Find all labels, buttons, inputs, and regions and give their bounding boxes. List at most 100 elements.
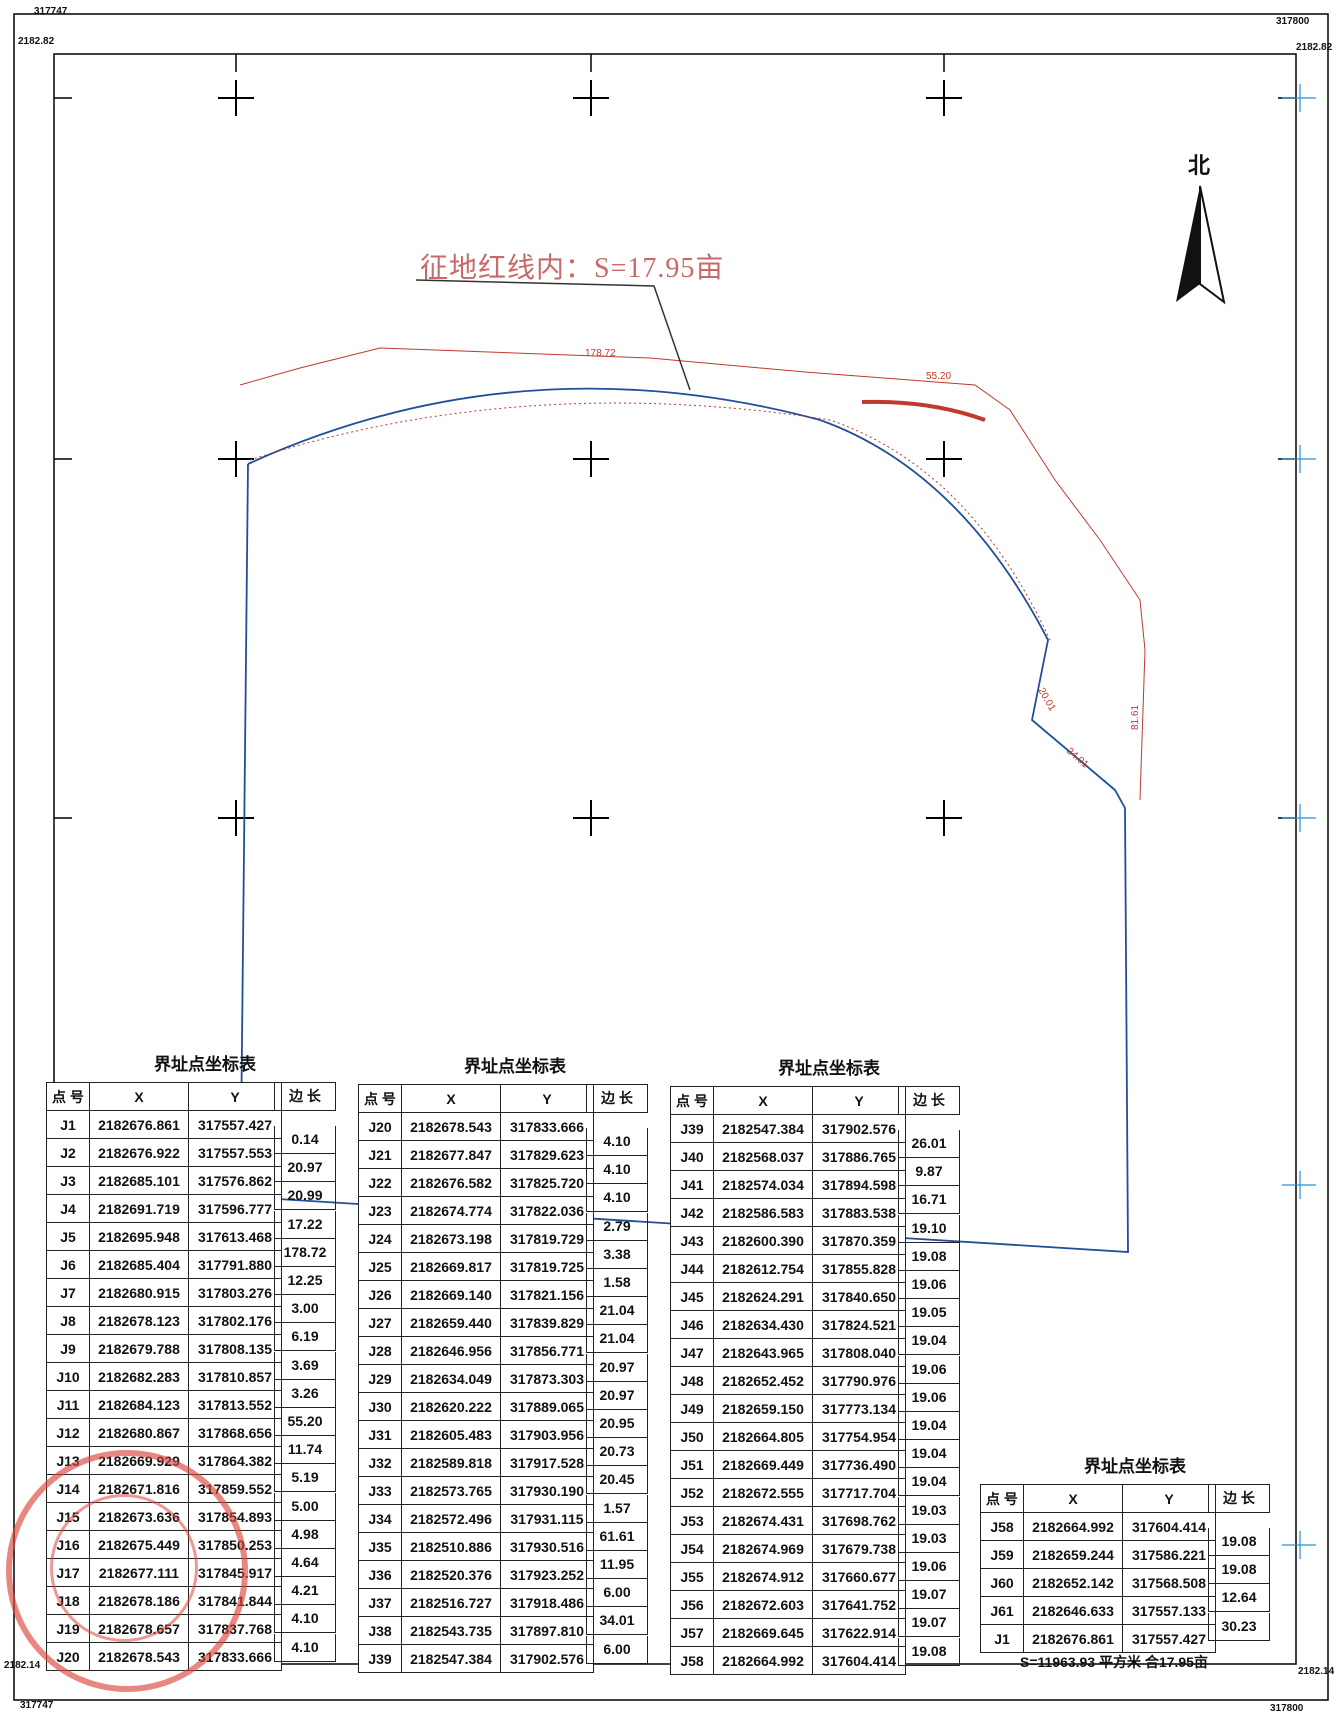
edge-length-cell: 19.03 [898,1524,960,1553]
edge-length-cell: 19.08 [1208,1528,1270,1556]
table-cell: 317641.752 [812,1590,906,1619]
table-row: J57 2182669.645 317622.914 [670,1618,906,1647]
table-cell: 317557.133 [1122,1596,1216,1625]
table-row: J9 2182679.788 317808.135 [46,1334,282,1363]
table-cell: J22 [358,1168,402,1197]
table-cell: J58 [670,1646,714,1675]
outer-frame [13,13,1329,1701]
table-cell: 317557.427 [1122,1624,1216,1653]
corner-tl-x: 2182.82 [18,36,55,47]
table-row: J29 2182634.049 317873.303 [358,1364,594,1393]
edge-length-cell: 19.07 [898,1609,960,1638]
table-row: J40 2182568.037 317886.765 [670,1142,906,1171]
edge-length-cell: 17.22 [274,1210,336,1239]
table-cell: 317660.677 [812,1562,906,1591]
table-cell: 2182634.049 [401,1364,501,1393]
table-cell: J7 [46,1278,90,1307]
edge-length-cell: 20.97 [586,1353,648,1382]
table-row: J1 2182676.861 317557.427 [980,1624,1216,1653]
edge-length-cell: 4.64 [274,1549,336,1577]
table-row: J44 2182612.754 317855.828 [670,1254,906,1283]
table-row: J58 2182664.992 317604.414 [670,1646,906,1675]
table-cell: 2182547.384 [401,1644,501,1673]
table-cell: 2182646.633 [1023,1596,1123,1625]
table-cell: 2182586.583 [713,1198,813,1227]
table-cell: 317808.040 [812,1338,906,1367]
table-cell: 317754.954 [812,1422,906,1451]
edge-length-cell: 12.64 [1208,1584,1270,1613]
table-row: J33 2182573.765 317930.190 [358,1476,594,1505]
table-header: 点 号 [670,1086,714,1115]
table-cell: 2182678.123 [89,1306,189,1335]
table-cell: J3 [46,1166,90,1195]
table-cell: 317864.382 [188,1446,282,1475]
grid-ticks [54,54,1296,819]
edge-length-cell: 3.69 [274,1351,336,1380]
table-row: J25 2182669.817 317819.725 [358,1252,594,1281]
table-cell: 317819.725 [500,1252,594,1281]
table-cell: 317698.762 [812,1506,906,1535]
table-row: J45 2182624.291 317840.650 [670,1282,906,1311]
table-cell: 317821.156 [500,1280,594,1309]
table-cell: 2182605.483 [401,1420,501,1449]
table-row: J46 2182634.430 317824.521 [670,1310,906,1339]
edge-length-cell: 5.19 [274,1464,336,1493]
table-header: X [1023,1484,1123,1513]
table-cell: 2182574.034 [713,1170,813,1199]
table-row: J48 2182652.452 317790.976 [670,1366,906,1395]
edge-length-cell: 3.00 [274,1295,336,1324]
table1-title: 界址点坐标表 [154,1055,256,1074]
edge-length-cell: 19.06 [898,1271,960,1299]
table-cell: 2182643.965 [713,1338,813,1367]
table-cell: 2182678.543 [401,1112,501,1141]
edge-length-cell: 12.25 [274,1267,336,1295]
table-cell: 2182664.992 [1023,1512,1123,1541]
table-cell: J58 [980,1512,1024,1541]
table-cell: J44 [670,1254,714,1283]
table-cell: 2182685.101 [89,1166,189,1195]
table-row: J61 2182646.633 317557.133 [980,1596,1216,1625]
table-cell: 317930.516 [500,1532,594,1561]
table-cell: 317856.771 [500,1336,594,1365]
table-row: J27 2182659.440 317839.829 [358,1308,594,1337]
table-cell: 317825.720 [500,1168,594,1197]
table-cell: J52 [670,1478,714,1507]
table-cell: J29 [358,1364,402,1393]
edge-length-cell: 9.87 [898,1158,960,1187]
edge-length-cell: 4.10 [586,1156,648,1185]
table-header: 点 号 [358,1084,402,1113]
table-cell: 317613.468 [188,1222,282,1251]
table-row: J59 2182659.244 317586.221 [980,1540,1216,1569]
table-cell: 2182674.431 [713,1506,813,1535]
edge-length-cell: 19.03 [898,1496,960,1525]
table-header: Y [812,1086,906,1115]
table-cell: J6 [46,1250,90,1279]
callout-leader [415,279,691,391]
table-row: J5 2182695.948 317613.468 [46,1222,282,1251]
table-row: J23 2182674.774 317822.036 [358,1196,594,1225]
table-cell: 2182674.774 [401,1196,501,1225]
table-row: J30 2182620.222 317889.065 [358,1392,594,1421]
edge-length-cell: 21.04 [586,1325,648,1354]
table-cell: 2182652.452 [713,1366,813,1395]
table-cell: 317917.528 [500,1448,594,1477]
edge-length-header: 边 长 [898,1086,960,1115]
table-cell: 317868.656 [188,1418,282,1447]
table-cell: 317829.623 [500,1140,594,1169]
table4-title: 界址点坐标表 [1084,1457,1186,1476]
table-cell: 317822.036 [500,1196,594,1225]
table-cell: 2182680.867 [89,1418,189,1447]
edge-length-cell: 19.06 [898,1553,960,1581]
edge-length-cell: 19.06 [898,1383,960,1412]
table-cell: 2182685.404 [89,1250,189,1279]
area-callout: 征地红线内：S=17.95亩 [420,253,725,284]
table-cell: 2182624.291 [713,1282,813,1311]
corner-tr-x: 2182.82 [1296,42,1333,53]
table-cell: 2182677.847 [401,1140,501,1169]
edge-length-cell: 19.04 [898,1468,960,1497]
table-row: J54 2182674.969 317679.738 [670,1534,906,1563]
table-cell: J30 [358,1392,402,1421]
table-header: 点 号 [980,1484,1024,1513]
edge-length-cell: 61.61 [586,1522,648,1551]
table-cell: 2182652.142 [1023,1568,1123,1597]
